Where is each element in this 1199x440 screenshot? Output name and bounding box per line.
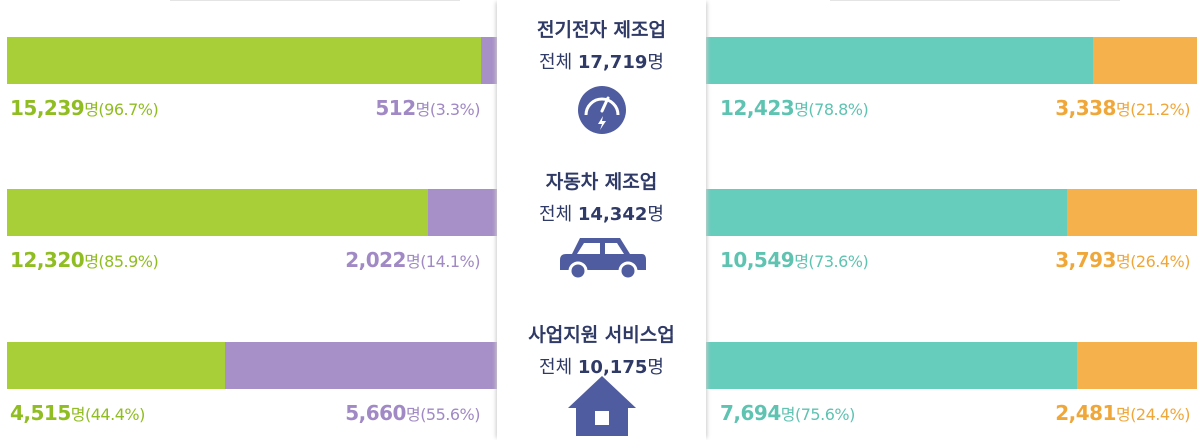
unit: 명 — [415, 100, 431, 119]
count: 4,515 — [10, 401, 71, 425]
total-prefix: 전체 — [539, 52, 573, 73]
unit: 명 — [1115, 252, 1131, 271]
total-count: 17,719 — [577, 52, 648, 73]
bar-segment — [1077, 342, 1197, 389]
count-label: 2,022명(14.1%) — [345, 247, 480, 273]
count-label: 12,320명(85.9%) — [10, 247, 159, 273]
percent: (78.8%) — [808, 100, 869, 119]
count-label: 4,515명(44.4%) — [10, 400, 145, 426]
count: 3,793 — [1055, 248, 1116, 272]
count-label: 12,423명(78.8%) — [720, 95, 869, 121]
bar-segment — [7, 189, 428, 236]
bar-segment — [1092, 37, 1197, 84]
center-panel — [497, 0, 706, 440]
bar-segment — [480, 37, 497, 84]
unit: 명 — [647, 204, 664, 225]
bar-segment — [7, 342, 225, 389]
total-label: 전체 14,342명 — [497, 200, 706, 226]
count-label: 10,549명(73.6%) — [720, 247, 869, 273]
percent: (14.1%) — [420, 252, 480, 271]
percent: (73.6%) — [808, 252, 869, 271]
percent: (24.4%) — [1130, 405, 1190, 424]
percent: (26.4%) — [1130, 252, 1190, 271]
bar-segment — [706, 37, 1093, 84]
unit: 명 — [405, 252, 421, 271]
percent: (75.6%) — [795, 405, 855, 424]
total-prefix: 전체 — [539, 357, 573, 378]
count-label: 3,338명(21.2%) — [1055, 95, 1190, 121]
unit: 명 — [647, 357, 664, 378]
count: 10,549 — [720, 248, 795, 272]
count: 2,481 — [1055, 401, 1116, 425]
unit: 명 — [780, 405, 796, 424]
count: 3,338 — [1055, 96, 1116, 120]
count: 2,022 — [345, 248, 406, 272]
count: 512 — [375, 96, 416, 120]
total-count: 10,175 — [577, 357, 648, 378]
unit: 명 — [794, 252, 809, 271]
percent: (21.2%) — [1130, 100, 1190, 119]
category-title: 자동차 제조업 — [545, 171, 658, 193]
count: 7,694 — [720, 401, 781, 425]
percent: (85.9%) — [98, 252, 159, 271]
gauge-icon — [578, 86, 626, 134]
count-label: 512명(3.3%) — [375, 95, 480, 121]
bar-segment — [224, 342, 497, 389]
unit: 명 — [647, 52, 664, 73]
count-label: 5,660명(55.6%) — [345, 400, 480, 426]
car-icon — [560, 238, 646, 281]
percent: (44.4%) — [85, 405, 145, 424]
house-icon — [568, 376, 636, 436]
count: 12,423 — [720, 96, 795, 120]
percent: (96.7%) — [98, 100, 159, 119]
bar-segment — [706, 189, 1068, 236]
category-title: 전기전자 제조업 — [537, 19, 666, 41]
unit: 명 — [70, 405, 86, 424]
bar-segment — [427, 189, 497, 236]
bar-segment — [7, 37, 481, 84]
count-label: 3,793명(26.4%) — [1055, 247, 1190, 273]
top-rule — [830, 0, 1120, 1]
count: 12,320 — [10, 248, 85, 272]
unit: 명 — [1115, 405, 1131, 424]
percent: (3.3%) — [429, 100, 481, 119]
count-label: 2,481명(24.4%) — [1055, 400, 1190, 426]
total-label: 전체 17,719명 — [497, 48, 706, 74]
percent: (55.6%) — [420, 405, 480, 424]
count: 15,239 — [10, 96, 85, 120]
count-label: 15,239명(96.7%) — [10, 95, 159, 121]
top-rule — [170, 0, 460, 1]
count-label: 7,694명(75.6%) — [720, 400, 855, 426]
category-title: 사업지원 서비스업 — [528, 324, 675, 346]
unit: 명 — [84, 252, 99, 271]
unit: 명 — [794, 100, 809, 119]
total-label: 전체 10,175명 — [497, 353, 706, 379]
total-prefix: 전체 — [539, 204, 573, 225]
unit: 명 — [1115, 100, 1131, 119]
unit: 명 — [405, 405, 421, 424]
bar-segment — [1067, 189, 1197, 236]
total-count: 14,342 — [577, 204, 648, 225]
unit: 명 — [84, 100, 99, 119]
count: 5,660 — [345, 401, 406, 425]
bar-segment — [706, 342, 1078, 389]
